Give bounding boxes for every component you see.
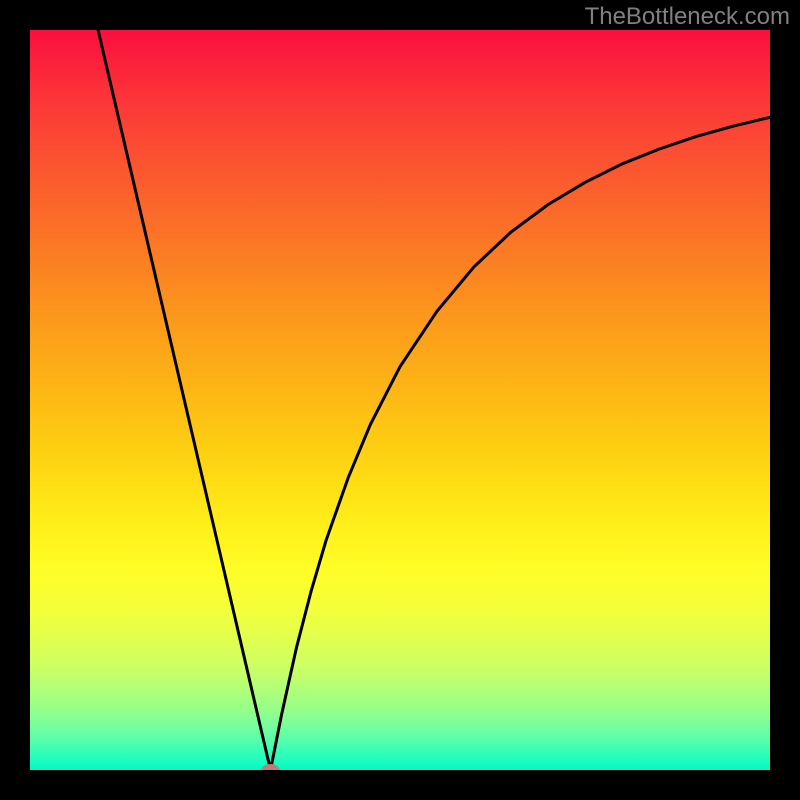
- chart-background-gradient: [30, 30, 770, 770]
- bottleneck-chart: TheBottleneck.com: [0, 0, 800, 800]
- watermark-text: TheBottleneck.com: [585, 3, 790, 30]
